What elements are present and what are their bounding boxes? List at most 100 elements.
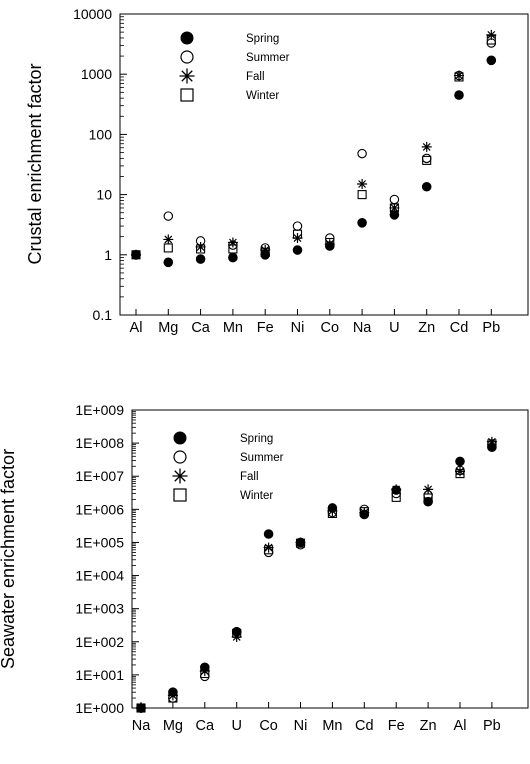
legend-marker-winter <box>173 488 187 502</box>
y-tick-label: 1E+008 <box>75 435 124 451</box>
y-tick-label: 1E+004 <box>75 568 124 584</box>
legend-label-spring: Spring <box>246 33 279 45</box>
legend-label-summer: Summer <box>246 52 290 64</box>
point-fall <box>167 690 178 701</box>
legend-label-winter: Winter <box>246 90 279 102</box>
point-fall <box>423 484 434 495</box>
x-category-label: Na <box>132 718 151 734</box>
x-category-label: U <box>231 718 241 734</box>
legend-marker-winter <box>180 88 194 102</box>
y-axis-label: Crustal enrichment factor <box>25 63 45 264</box>
point-summer <box>389 194 400 205</box>
point-winter <box>228 244 238 254</box>
point-winter <box>295 538 306 548</box>
y-tick-label: 1E+000 <box>75 700 124 716</box>
point-fall <box>391 484 402 495</box>
x-category-label: Mn <box>223 320 243 336</box>
point-spring <box>454 90 464 100</box>
x-category-label: Ni <box>294 718 308 734</box>
y-tick-label: 0.1 <box>93 307 113 323</box>
point-winter <box>232 628 242 638</box>
x-category-label: Zn <box>420 718 437 734</box>
y-tick-label: 10000 <box>73 6 112 22</box>
y-axis-ticks: 0.1 1 10 100 1000 10000 <box>73 6 127 323</box>
point-fall <box>357 178 368 189</box>
point-spring <box>486 55 497 66</box>
y-tick-label: 10 <box>96 187 112 203</box>
y-tick-label: 1 <box>104 247 112 263</box>
point-spring <box>421 181 432 192</box>
y-tick-label: 1E+007 <box>75 468 124 484</box>
x-axis-categories: Na Mg Ca U Co Ni Mn Cd Fe Zn Al Pb <box>132 702 501 734</box>
legend: Spring Summer Fall Winter <box>179 31 290 102</box>
point-winter <box>423 493 433 503</box>
y-axis-ticks: 1E+000 1E+001 1E+002 1E+003 1E+004 1E+005 1E+0… <box>75 402 139 716</box>
legend-marker-spring <box>173 431 187 445</box>
point-fall <box>389 202 400 213</box>
point-fall <box>454 70 464 81</box>
legend-label-fall: Fall <box>246 71 265 83</box>
point-winter <box>136 703 146 713</box>
x-category-label: Mg <box>158 320 178 336</box>
data-points <box>131 29 497 268</box>
legend-label-summer: Summer <box>240 452 284 464</box>
x-category-label: Pb <box>483 718 501 734</box>
point-winter <box>292 229 303 239</box>
point-fall <box>195 241 206 252</box>
point-fall <box>486 436 497 447</box>
legend-label-spring: Spring <box>240 433 273 445</box>
point-winter <box>327 508 337 519</box>
point-summer <box>163 211 174 221</box>
point-fall <box>163 234 174 245</box>
x-category-label: Co <box>259 718 278 734</box>
x-category-label: Cd <box>450 320 469 336</box>
x-category-label: U <box>389 320 399 336</box>
point-winter <box>264 545 274 555</box>
x-category-label: Al <box>454 718 467 734</box>
point-spring <box>228 252 238 263</box>
point-winter <box>357 190 367 200</box>
data-points <box>136 436 497 713</box>
point-summer <box>292 221 303 231</box>
point-winter <box>200 668 210 679</box>
point-winter <box>422 155 432 165</box>
seawater-enrichment-chart: Seawater enrichment factor 1E+0001E+0011… <box>0 402 529 734</box>
y-tick-label: 1E+001 <box>75 667 124 683</box>
y-tick-label: 100 <box>89 126 113 142</box>
crustal-enrichment-chart: Crustal enrichment factor 0.1 1 10 100 1000 1… <box>25 6 529 336</box>
y-tick-label: 1E+002 <box>75 634 124 650</box>
legend-marker-fall <box>179 68 195 84</box>
legend-label-fall: Fall <box>240 471 259 483</box>
point-winter <box>163 243 173 253</box>
point-fall <box>136 703 146 713</box>
point-fall <box>227 237 238 248</box>
x-axis-categories: Al Mg Ca Mn Fe Ni Co Na U Zn Cd Pb <box>130 309 500 336</box>
point-winter <box>359 507 369 517</box>
legend: Spring Summer Fall Winter <box>172 431 284 502</box>
plot-frame <box>131 409 529 709</box>
point-winter <box>196 244 206 254</box>
point-winter <box>391 492 401 502</box>
point-spring <box>263 529 274 539</box>
x-category-label: Al <box>130 320 143 336</box>
x-category-label: Cd <box>355 718 374 734</box>
point-spring <box>455 456 465 467</box>
point-spring <box>292 245 303 255</box>
point-fall <box>260 245 271 256</box>
point-winter <box>260 247 270 257</box>
legend-label-winter: Winter <box>240 490 273 502</box>
point-winter <box>455 469 465 479</box>
point-fall <box>263 542 274 553</box>
x-category-label: Co <box>321 320 340 336</box>
x-category-label: Ni <box>291 320 305 336</box>
legend-marker-summer <box>180 50 194 64</box>
x-category-label: Fe <box>257 320 274 336</box>
point-winter <box>486 35 496 45</box>
point-winter <box>131 250 141 260</box>
point-fall <box>324 239 335 250</box>
point-fall <box>421 141 432 152</box>
legend-marker-fall <box>172 468 188 484</box>
y-tick-label: 1E+003 <box>75 601 124 617</box>
y-tick-label: 1E+009 <box>75 402 124 418</box>
